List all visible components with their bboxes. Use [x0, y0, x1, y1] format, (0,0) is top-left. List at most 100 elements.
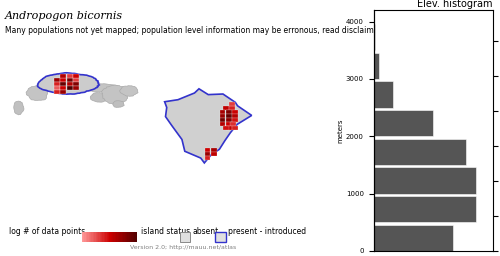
Bar — [54, 78, 60, 82]
Text: Elev. histogram: Elev. histogram — [417, 0, 492, 9]
Text: log # of data points: log # of data points — [8, 227, 85, 237]
Bar — [211, 148, 216, 152]
Bar — [220, 110, 226, 114]
Bar — [84, 232, 86, 242]
Polygon shape — [120, 86, 138, 96]
Bar — [226, 118, 232, 122]
Bar — [101, 232, 102, 242]
Bar — [97, 232, 98, 242]
Bar — [60, 78, 66, 82]
Bar — [374, 53, 379, 79]
Bar — [122, 232, 124, 242]
Bar — [112, 232, 114, 242]
Bar — [66, 82, 72, 86]
Bar — [100, 232, 101, 242]
Bar — [96, 232, 97, 242]
Bar — [82, 232, 84, 242]
Bar — [132, 232, 133, 242]
Text: Andropogon bicornis: Andropogon bicornis — [5, 12, 123, 22]
Text: Many populations not yet mapped; population level information may be erronous, r: Many populations not yet mapped; populat… — [5, 26, 388, 35]
Polygon shape — [102, 85, 128, 104]
Bar — [105, 232, 107, 242]
Text: present - introduced: present - introduced — [228, 227, 306, 237]
Bar — [86, 232, 88, 242]
Bar — [120, 232, 122, 242]
Bar — [230, 102, 235, 105]
Text: Version 2.0; http://mauu.net/atlas: Version 2.0; http://mauu.net/atlas — [130, 245, 236, 250]
Bar — [60, 82, 66, 86]
Bar — [66, 74, 72, 78]
Text: absent: absent — [192, 227, 218, 237]
FancyBboxPatch shape — [180, 232, 190, 242]
Bar — [115, 232, 116, 242]
Polygon shape — [113, 101, 124, 108]
Bar — [92, 232, 93, 242]
Bar — [232, 118, 237, 122]
Bar — [128, 232, 129, 242]
Bar — [133, 232, 134, 242]
Bar — [130, 232, 132, 242]
Bar — [224, 126, 229, 130]
Y-axis label: meters: meters — [337, 118, 343, 143]
Bar — [83, 232, 84, 242]
Bar — [73, 82, 79, 86]
FancyBboxPatch shape — [216, 232, 226, 242]
Bar — [94, 232, 96, 242]
Bar — [123, 232, 124, 242]
Bar — [102, 232, 104, 242]
Bar — [230, 106, 235, 110]
Bar — [226, 126, 232, 130]
Polygon shape — [164, 89, 252, 163]
Bar — [110, 232, 112, 242]
Bar — [220, 122, 226, 126]
Bar — [224, 106, 229, 110]
Bar — [73, 74, 79, 78]
Bar — [226, 114, 232, 118]
Polygon shape — [14, 101, 24, 115]
Bar — [108, 232, 110, 242]
Bar — [374, 81, 394, 108]
Bar — [134, 232, 136, 242]
Bar — [119, 232, 120, 242]
Bar — [232, 110, 237, 114]
Bar — [60, 86, 66, 90]
Bar — [54, 90, 60, 94]
Polygon shape — [81, 84, 121, 92]
Polygon shape — [26, 85, 48, 100]
Bar — [226, 110, 232, 114]
Bar — [220, 118, 226, 122]
Bar — [110, 232, 111, 242]
Bar — [73, 86, 79, 90]
Bar — [60, 90, 66, 94]
Bar — [126, 232, 128, 242]
Bar — [374, 167, 476, 194]
Bar — [374, 110, 433, 136]
Bar — [211, 152, 216, 156]
Bar — [60, 74, 66, 78]
Bar — [118, 232, 119, 242]
Bar — [66, 78, 72, 82]
Bar — [136, 232, 137, 242]
Bar — [104, 232, 106, 242]
Bar — [116, 232, 118, 242]
Bar — [232, 126, 237, 130]
Bar — [128, 232, 130, 242]
Bar — [114, 232, 115, 242]
Text: island status: island status — [140, 227, 190, 237]
Bar — [54, 82, 60, 86]
Bar — [98, 232, 100, 242]
Bar — [106, 232, 108, 242]
Bar — [374, 24, 375, 50]
Bar — [93, 232, 94, 242]
Bar — [88, 232, 90, 242]
Bar — [124, 232, 126, 242]
Bar — [230, 122, 236, 126]
Polygon shape — [38, 73, 99, 94]
Bar — [232, 114, 237, 118]
Bar — [220, 114, 226, 118]
Bar — [374, 138, 466, 165]
Bar — [66, 86, 72, 90]
Bar — [226, 122, 232, 126]
Bar — [374, 196, 476, 222]
Polygon shape — [90, 92, 106, 102]
